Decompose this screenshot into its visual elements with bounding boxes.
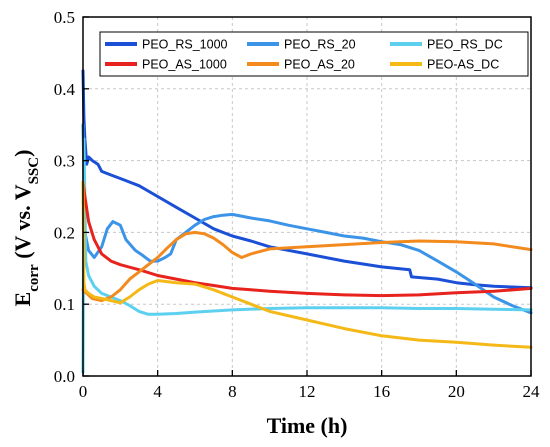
axis-ticks: 0 4 8 12 16 20 24 0.0 0.1 0.2 0.3 0.4 0.5 — [54, 8, 540, 401]
y-axis-title-sub: corr — [26, 264, 42, 292]
y-axis-title: Ecorr (V vs. VSSC) — [10, 150, 42, 307]
series-line-0 — [81, 69, 533, 290]
y-axis-title-end: ) — [10, 150, 35, 157]
grid — [83, 17, 531, 376]
y-tick-label: 0.3 — [54, 152, 75, 171]
y-tick-label: 0.1 — [54, 295, 75, 314]
x-tick-label: 16 — [373, 382, 390, 401]
legend-label: PEO_RS_1000 — [142, 38, 228, 52]
y-axis-title-sub2: SSC — [26, 157, 42, 185]
x-tick-label: 4 — [153, 382, 162, 401]
series-line-2 — [81, 137, 533, 374]
legend-label: PEO_RS_DC — [427, 38, 503, 52]
y-tick-label: 0.4 — [54, 80, 76, 99]
series-line-5 — [81, 180, 533, 349]
series-line-4 — [81, 230, 533, 303]
series-lines — [81, 69, 533, 374]
series-line-3 — [81, 180, 533, 298]
x-axis-title: Time (h) — [267, 413, 348, 438]
y-tick-label: 0.5 — [54, 8, 75, 27]
legend-label: PEO_RS_20 — [284, 38, 356, 52]
y-tick-label: 0.2 — [54, 223, 75, 242]
y-axis-title-mid: (V vs. V — [10, 184, 35, 264]
y-axis-title-main: E — [10, 292, 35, 307]
x-tick-label: 24 — [523, 382, 541, 401]
legend-label: PEO-AS_DC — [427, 58, 499, 72]
x-tick-label: 12 — [299, 382, 316, 401]
legend-label: PEO_AS_20 — [284, 58, 355, 72]
x-tick-label: 0 — [79, 382, 88, 401]
y-tick-label: 0.0 — [54, 367, 75, 386]
x-tick-label: 20 — [448, 382, 465, 401]
legend: PEO_RS_1000 PEO_RS_20 PEO_RS_DC PEO_AS_1000… — [99, 31, 529, 77]
series-line-1 — [81, 123, 533, 315]
legend-label: PEO_AS_1000 — [142, 58, 227, 72]
x-tick-label: 8 — [228, 382, 237, 401]
legend-box — [99, 31, 529, 77]
